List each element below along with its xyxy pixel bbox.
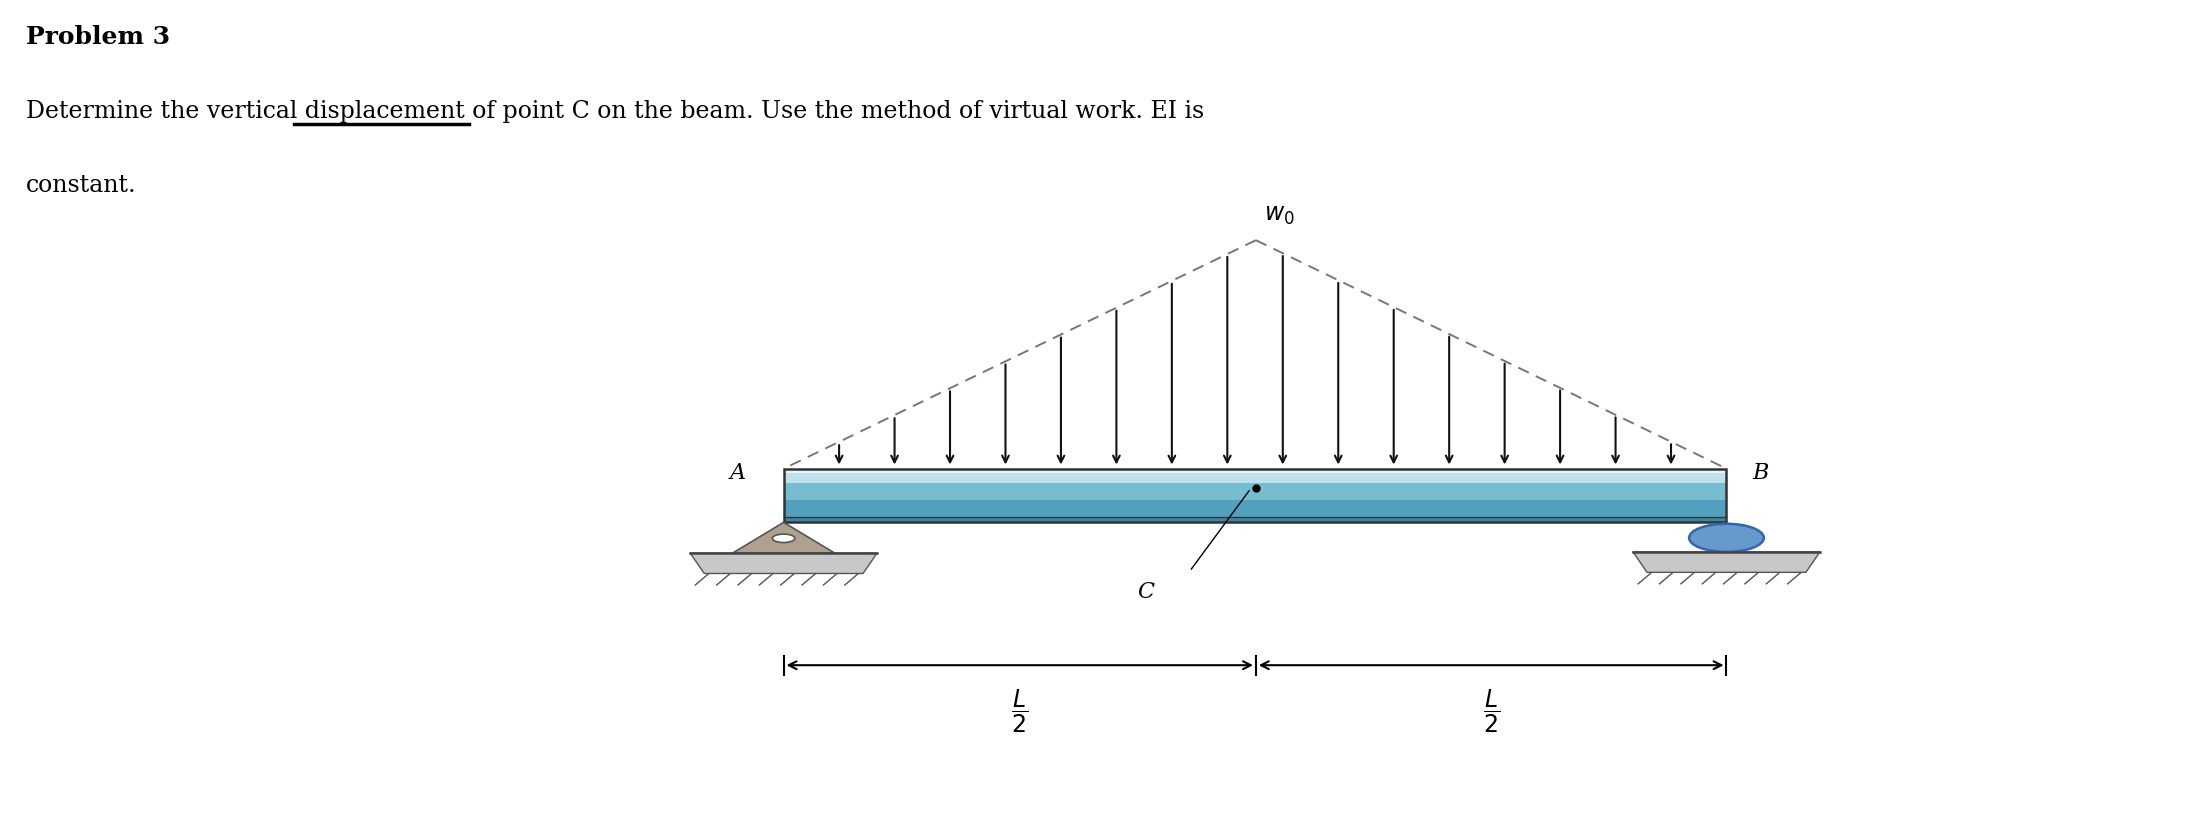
- Text: B: B: [1751, 462, 1769, 485]
- Polygon shape: [690, 553, 877, 574]
- Text: $w_0$: $w_0$: [1265, 204, 1295, 227]
- Text: Problem 3: Problem 3: [26, 25, 171, 49]
- Text: A: A: [730, 462, 745, 485]
- Text: Determine the vertical displacement of point C on the beam. Use the method of vi: Determine the vertical displacement of p…: [26, 100, 1206, 123]
- Polygon shape: [1633, 552, 1819, 573]
- Circle shape: [1690, 524, 1765, 552]
- Polygon shape: [785, 472, 1727, 483]
- Text: constant.: constant.: [26, 174, 136, 198]
- Text: $\dfrac{L}{2}$: $\dfrac{L}{2}$: [1011, 687, 1028, 735]
- Polygon shape: [785, 516, 1727, 522]
- Polygon shape: [732, 522, 835, 553]
- Polygon shape: [785, 469, 1727, 472]
- Polygon shape: [785, 483, 1727, 500]
- Polygon shape: [785, 500, 1727, 516]
- Circle shape: [772, 534, 796, 543]
- Text: $\dfrac{L}{2}$: $\dfrac{L}{2}$: [1482, 687, 1499, 735]
- Text: C: C: [1138, 580, 1153, 603]
